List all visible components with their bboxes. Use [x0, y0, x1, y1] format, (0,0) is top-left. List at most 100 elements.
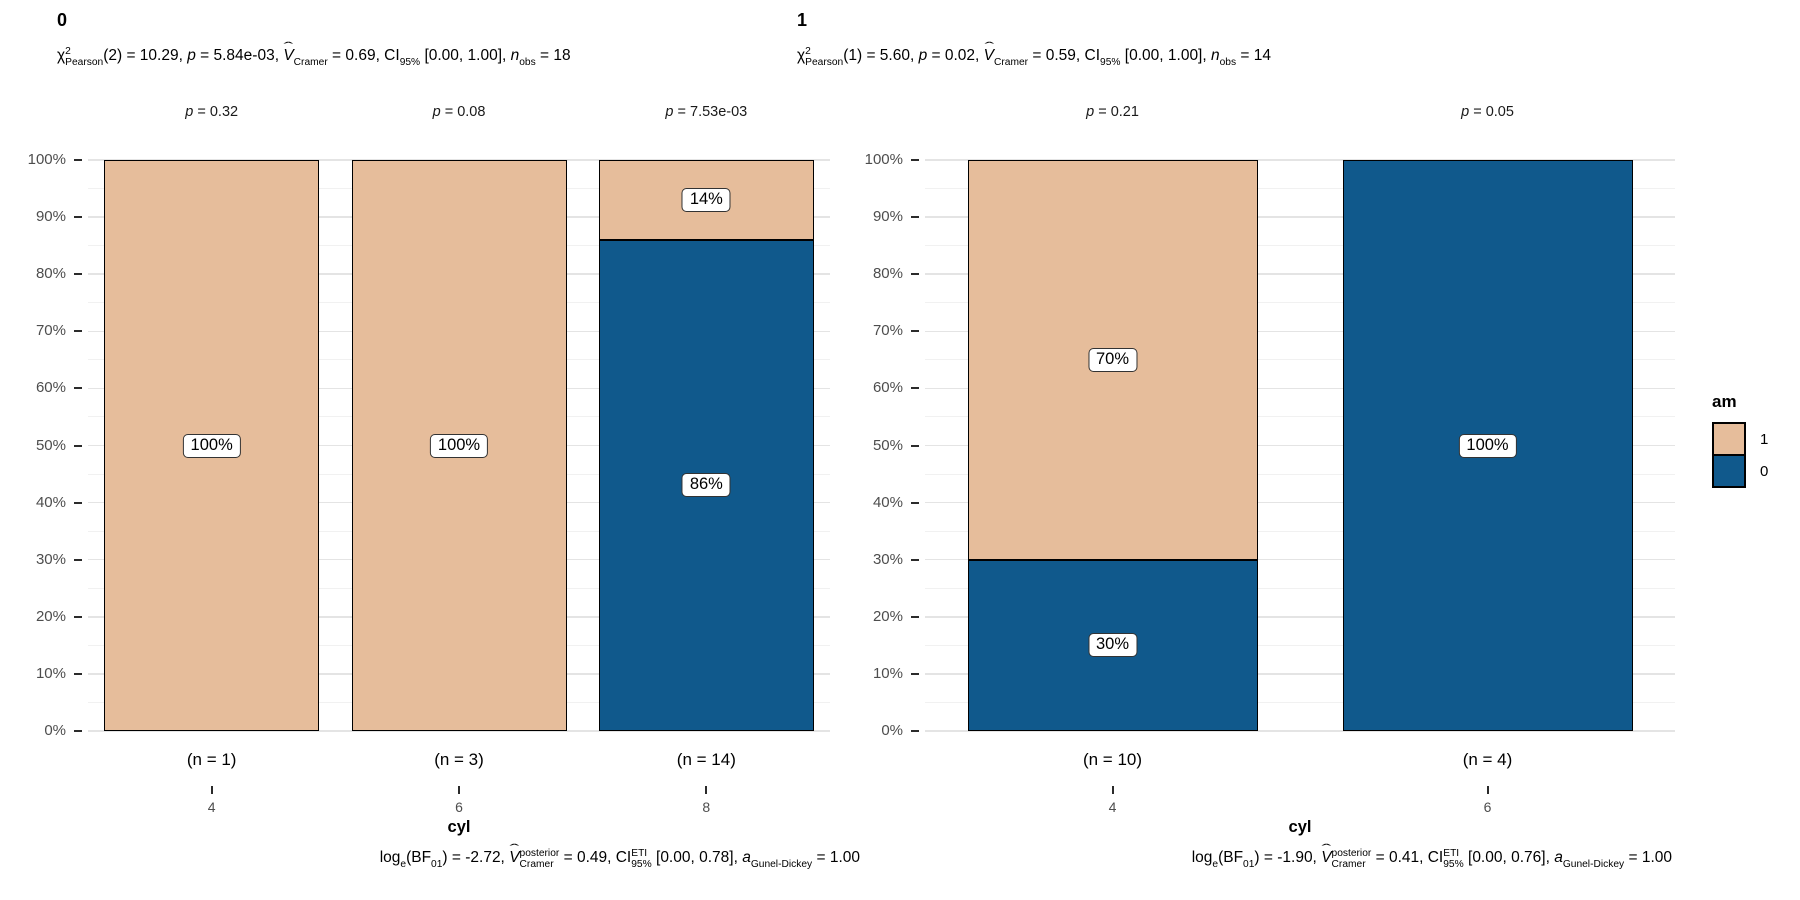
bar-n-label: (n = 1) — [186, 750, 237, 769]
y-tick-mark — [911, 330, 919, 333]
y-tick-mark — [74, 159, 82, 161]
p-value-label: p = 0.05 — [1461, 104, 1514, 120]
y-tick-label: 40% — [872, 493, 903, 511]
grid-line-major — [925, 558, 1675, 561]
p-value-label: p = 7.53e-03 — [665, 104, 748, 120]
grid-line-major — [925, 273, 1675, 275]
bar-n-label: (n = 14) — [676, 750, 736, 769]
panel-title: 1 — [797, 10, 808, 30]
y-tick-label: 80% — [35, 265, 66, 283]
y-tick-label: 30% — [35, 550, 66, 568]
x-tick-label: 6 — [455, 799, 463, 815]
grid-line-minor — [925, 530, 1675, 532]
y-tick-mark — [74, 387, 82, 390]
grid-line-major — [925, 730, 1675, 732]
y-tick-label: 30% — [872, 550, 903, 568]
legend-swatch — [1712, 422, 1746, 456]
grid-line-major — [925, 216, 1675, 218]
y-tick-mark — [74, 444, 82, 447]
y-tick-label: 100% — [27, 151, 66, 168]
bar-label: 100% — [429, 433, 489, 458]
p-value-label: p = 0.21 — [1086, 104, 1139, 120]
bar-label: 100% — [182, 433, 241, 458]
bar-n-label: (n = 4) — [1462, 750, 1513, 769]
bar-n-label: (n = 3) — [434, 750, 484, 769]
x-axis-title: cyl — [447, 818, 471, 836]
y-tick-label: 20% — [35, 607, 66, 625]
bar-label: 86% — [681, 473, 731, 498]
y-tick-label: 70% — [872, 322, 903, 340]
legend-swatch — [1712, 454, 1746, 488]
x-axis-title: cyl — [1288, 818, 1312, 836]
y-tick-mark — [911, 273, 919, 276]
grid-line-major — [925, 387, 1675, 390]
grid-line-minor — [925, 188, 1675, 190]
legend-label: 1 — [1760, 430, 1769, 448]
bar-n-label: (n = 10) — [1082, 750, 1143, 769]
x-tick-label: 4 — [1108, 799, 1117, 815]
y-tick-label: 10% — [872, 664, 903, 682]
y-tick-mark — [911, 672, 919, 675]
grid-line-major — [925, 616, 1675, 618]
y-tick-mark — [911, 387, 919, 390]
x-tick-mark — [705, 786, 708, 794]
grid-line-minor — [925, 473, 1675, 475]
panel-title: 0 — [57, 10, 68, 30]
y-tick-mark — [74, 730, 82, 732]
y-tick-label: 10% — [35, 664, 66, 682]
y-tick-label: 70% — [35, 322, 66, 340]
grid-line-major — [925, 501, 1675, 504]
p-value-label: p = 0.32 — [185, 104, 239, 120]
grid-line-minor — [925, 245, 1675, 247]
y-tick-mark — [74, 615, 82, 618]
grid-line-major — [88, 730, 830, 732]
y-tick-mark — [74, 273, 82, 276]
y-tick-label: 60% — [35, 379, 66, 397]
y-tick-label: 100% — [864, 151, 903, 168]
y-tick-label: 0% — [44, 722, 66, 739]
y-tick-label: 50% — [872, 436, 903, 454]
p-value-label: p = 0.08 — [432, 104, 486, 120]
x-tick-mark — [1111, 786, 1114, 794]
grid-line-minor — [925, 644, 1675, 646]
y-tick-label: 50% — [35, 436, 66, 454]
grid-line-major — [925, 673, 1675, 675]
y-tick-mark — [74, 330, 82, 333]
grid-line-minor — [925, 359, 1675, 361]
y-tick-label: 90% — [872, 208, 903, 226]
y-tick-label: 90% — [35, 208, 66, 226]
grid-line-minor — [925, 587, 1675, 589]
grid-line-major — [925, 159, 1675, 161]
legend-title: am — [1712, 392, 1737, 411]
y-tick-label: 80% — [872, 265, 903, 283]
y-tick-mark — [911, 159, 919, 161]
grid-line-minor — [925, 416, 1675, 418]
x-tick-label: 8 — [702, 799, 711, 815]
legend-label: 0 — [1760, 462, 1769, 480]
y-tick-label: 20% — [872, 607, 903, 625]
y-tick-mark — [74, 672, 82, 675]
y-tick-mark — [74, 216, 82, 219]
bar-label: 30% — [1087, 633, 1138, 658]
x-tick-label: 4 — [207, 799, 216, 815]
y-tick-mark — [74, 558, 82, 561]
x-tick-mark — [210, 786, 213, 794]
x-tick-label: 6 — [1483, 799, 1492, 815]
y-tick-mark — [911, 730, 919, 732]
y-tick-mark — [74, 501, 82, 504]
x-tick-mark — [1486, 786, 1489, 794]
legend-item: 1 — [1712, 422, 1768, 456]
bar-label: 70% — [1087, 347, 1138, 372]
y-tick-mark — [911, 444, 919, 447]
